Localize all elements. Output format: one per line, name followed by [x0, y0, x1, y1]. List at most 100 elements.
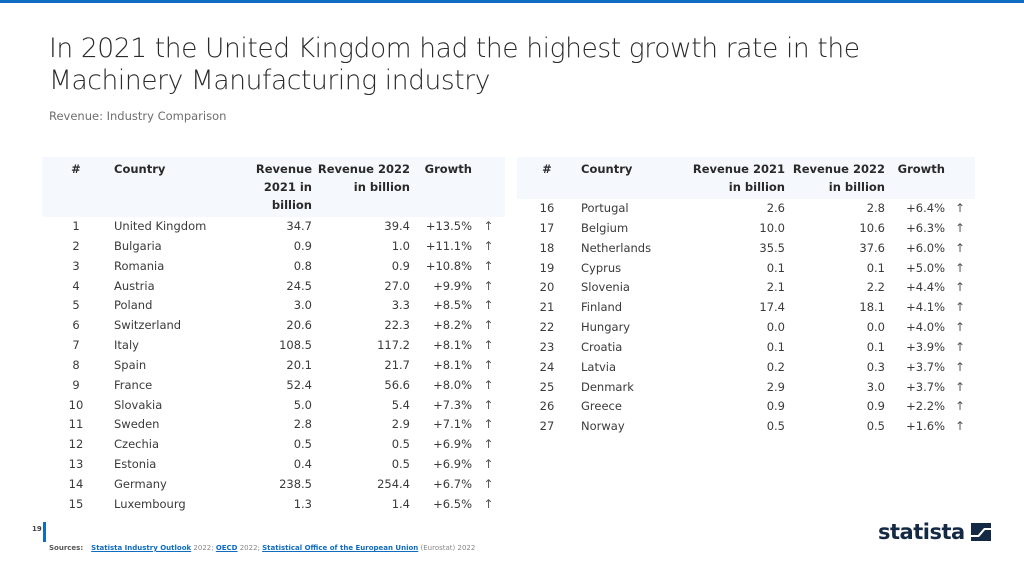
rank-cell: 9 — [72, 377, 80, 392]
table-row: 5 Poland 3.0 3.3 +8.5% ↑ — [42, 296, 505, 316]
rank-cell: 6 — [72, 318, 80, 333]
revenue-2022-cell: 22.3 — [384, 318, 410, 333]
growth-cell: +6.3% — [906, 220, 945, 235]
table-row: 24 Latvia 0.2 0.3 +3.7% ↑ — [517, 358, 975, 378]
country-cell: Norway — [581, 419, 625, 434]
revenue-2021-cell: 0.1 — [766, 339, 785, 354]
revenue-2022-cell: 0.9 — [391, 258, 410, 273]
table-row: 11 Sweden 2.8 2.9 +7.1% ↑ — [42, 415, 505, 435]
growth-cell: +3.7% — [906, 379, 945, 394]
table-row: 7 Italy 108.5 117.2 +8.1% ↑ — [42, 336, 505, 356]
statista-logo[interactable]: statista — [878, 520, 991, 544]
source-suffix: 2022; — [237, 544, 263, 552]
header-revenue-2021: Revenue 2021 in billion — [255, 162, 312, 212]
rank-cell: 5 — [72, 298, 80, 313]
growth-cell: +6.4% — [906, 201, 945, 215]
country-cell: Finland — [581, 300, 623, 315]
header-revenue-2022: Revenue 2022 in billion — [317, 162, 410, 194]
revenue-2021-cell: 0.9 — [766, 399, 785, 414]
statista-logo-icon — [970, 523, 991, 541]
revenue-2022-cell: 117.2 — [377, 338, 410, 353]
revenue-2021-cell: 2.1 — [766, 280, 785, 295]
revenue-2021-cell: 0.4 — [293, 457, 312, 472]
growth-cell: +4.4% — [906, 280, 945, 295]
source-link-oecd[interactable]: OECD — [215, 544, 238, 552]
country-cell: Switzerland — [114, 318, 182, 333]
arrow-up-icon: ↑ — [483, 437, 494, 452]
revenue-2022-cell: 21.7 — [384, 357, 410, 372]
country-cell: Greece — [581, 399, 622, 414]
revenue-2021-cell: 34.7 — [286, 219, 312, 233]
header-trend — [945, 157, 975, 199]
growth-cell: +2.2% — [906, 399, 945, 414]
revenue-2022-cell: 0.1 — [866, 260, 885, 275]
country-cell: Portugal — [581, 201, 629, 215]
rank-cell: 10 — [68, 397, 84, 412]
rank-cell: 25 — [539, 379, 555, 394]
rank-cell: 19 — [539, 260, 555, 275]
revenue-2021-cell: 2.8 — [293, 417, 312, 432]
footer-accent-bar — [43, 522, 46, 542]
source-link-eurostat[interactable]: Statistical Office of the European Union — [262, 544, 419, 552]
country-cell: Bulgaria — [114, 238, 162, 253]
source-link-statista[interactable]: Statista Industry Outlook — [91, 544, 192, 552]
revenue-2021-cell: 2.6 — [766, 201, 785, 215]
country-cell: Slovenia — [581, 280, 630, 295]
table-row: 20 Slovenia 2.1 2.2 +4.4% ↑ — [517, 278, 975, 298]
growth-cell: +6.9% — [433, 437, 472, 452]
country-cell: Luxembourg — [114, 496, 186, 511]
country-cell: Netherlands — [581, 240, 652, 255]
arrow-up-icon: ↑ — [483, 476, 494, 491]
revenue-2021-cell: 35.5 — [759, 240, 785, 255]
header-rank: # — [71, 162, 81, 176]
rank-cell: 3 — [72, 258, 80, 273]
growth-cell: +11.1% — [425, 238, 472, 253]
table-row: 23 Croatia 0.1 0.1 +3.9% ↑ — [517, 338, 975, 358]
country-cell: Denmark — [581, 379, 634, 394]
growth-cell: +6.0% — [906, 240, 945, 255]
sources-line: Sources: Statista Industry Outlook 2022; … — [49, 544, 475, 552]
rank-cell: 24 — [539, 359, 555, 374]
page-title: In 2021 the United Kingdom had the highe… — [49, 33, 860, 96]
revenue-2022-cell: 39.4 — [384, 219, 410, 233]
header-country: Country — [581, 162, 633, 176]
arrow-up-icon: ↑ — [483, 298, 494, 313]
table-header-row: # Country Revenue 2021 in billion Revenu… — [517, 157, 975, 199]
revenue-2022-cell: 5.4 — [391, 397, 410, 412]
growth-cell: +8.2% — [433, 318, 472, 333]
arrow-up-icon: ↑ — [954, 320, 966, 335]
revenue-2022-cell: 56.6 — [384, 377, 410, 392]
revenue-2021-cell: 17.4 — [759, 300, 785, 315]
sources-label: Sources: — [49, 544, 84, 552]
arrow-up-icon: ↑ — [954, 220, 966, 235]
arrow-up-icon: ↑ — [483, 397, 494, 412]
table-body-right: 16 Portugal 2.6 2.8 +6.4% ↑ 17 Belgium 10.0 10.6 +… — [517, 199, 975, 437]
ranking-table-right: # Country Revenue 2021 in billion Revenu… — [517, 157, 975, 437]
country-cell: Latvia — [581, 359, 617, 374]
arrow-up-icon: ↑ — [483, 496, 494, 511]
table-row: 3 Romania 0.8 0.9 +10.8% ↑ — [42, 257, 505, 277]
revenue-2021-cell: 0.8 — [293, 258, 312, 273]
country-cell: Italy — [114, 338, 139, 353]
revenue-2022-cell: 0.9 — [866, 399, 885, 414]
revenue-2021-cell: 0.5 — [293, 437, 312, 452]
rank-cell: 12 — [68, 437, 84, 452]
revenue-2022-cell: 0.0 — [866, 320, 885, 335]
table-row: 12 Czechia 0.5 0.5 +6.9% ↑ — [42, 435, 505, 455]
arrow-up-icon: ↑ — [954, 201, 966, 215]
rank-cell: 16 — [539, 201, 555, 215]
arrow-up-icon: ↑ — [954, 260, 966, 275]
revenue-2022-cell: 3.0 — [866, 379, 885, 394]
revenue-2021-cell: 24.5 — [286, 278, 312, 293]
revenue-2022-cell: 0.1 — [866, 339, 885, 354]
revenue-2021-cell: 1.3 — [293, 496, 312, 511]
revenue-2022-cell: 18.1 — [859, 300, 885, 315]
rank-cell: 2 — [72, 238, 80, 253]
country-cell: Germany — [114, 476, 167, 491]
revenue-2021-cell: 0.2 — [766, 359, 785, 374]
arrow-up-icon: ↑ — [483, 278, 494, 293]
header-growth: Growth — [897, 162, 945, 176]
country-cell: Hungary — [581, 320, 631, 335]
revenue-2022-cell: 0.5 — [391, 457, 410, 472]
arrow-up-icon: ↑ — [483, 219, 494, 233]
